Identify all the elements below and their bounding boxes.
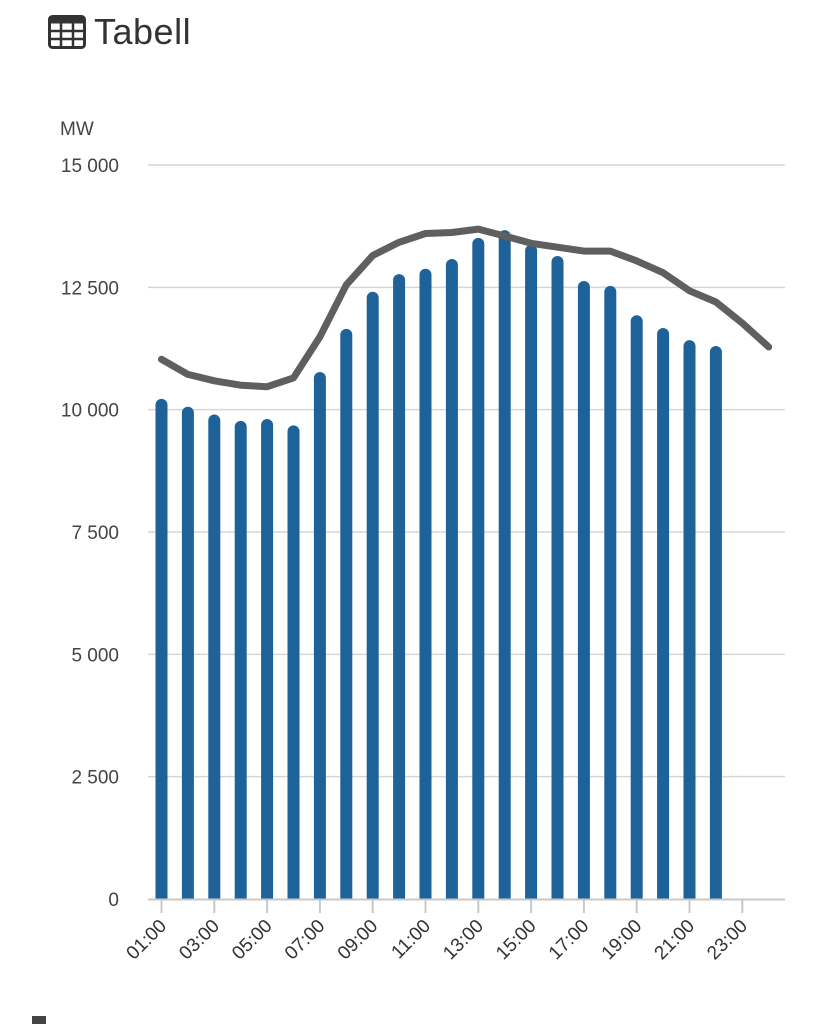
chart-title[interactable]: Tabell: [94, 11, 192, 52]
bar-19:00[interactable]: [630, 315, 643, 899]
bar-14:00[interactable]: [498, 230, 511, 900]
x-tick-label: 19:00: [598, 916, 646, 964]
x-tick-label: 21:00: [651, 916, 699, 964]
y-tick-label: 5 000: [71, 645, 119, 666]
bar-06:00[interactable]: [287, 425, 300, 899]
bar-11:00[interactable]: [419, 268, 432, 900]
line-series: [158, 225, 773, 391]
bar-09:00[interactable]: [366, 291, 379, 900]
bar-13:00[interactable]: [472, 237, 485, 900]
bar-02:00[interactable]: [181, 406, 194, 899]
x-tick-label: 07:00: [281, 916, 329, 964]
x-axis: 01:00 03:00 05:00 07:00 09:00 11:00 13:00 15:00…: [123, 898, 785, 964]
y-tick-label: 0: [108, 890, 119, 911]
bar-18:00[interactable]: [604, 285, 617, 899]
bar-17:00[interactable]: [577, 280, 590, 899]
x-tick-label: 05:00: [228, 916, 276, 964]
x-tick-label: 03:00: [175, 916, 223, 964]
y-tick-label: 7 500: [71, 523, 119, 544]
bar-20:00[interactable]: [657, 327, 670, 899]
bar-01:00[interactable]: [155, 398, 168, 899]
bar-03:00[interactable]: [208, 414, 221, 899]
table-icon[interactable]: [48, 15, 86, 49]
bar-22:00[interactable]: [709, 346, 722, 899]
bar-05:00[interactable]: [261, 418, 274, 899]
x-tick-label: 09:00: [334, 916, 382, 964]
y-tick-label: 12 500: [61, 278, 119, 299]
bar-07:00[interactable]: [313, 371, 326, 899]
y-axis-ticks: 0 2 500 5 000 7 500 10 000 12 500 15 000: [61, 156, 119, 911]
x-tick-label: 13:00: [439, 916, 487, 964]
x-tick-label: 01:00: [123, 916, 171, 964]
bar-04:00[interactable]: [234, 420, 247, 899]
bar-08:00[interactable]: [340, 328, 353, 899]
y-tick-label: 15 000: [61, 156, 119, 177]
bar-10:00[interactable]: [393, 274, 406, 899]
x-tick-label: 23:00: [703, 916, 751, 964]
bar-21:00[interactable]: [683, 340, 696, 899]
y-tick-label: 2 500: [71, 768, 119, 789]
scroll-indicator: [32, 1016, 46, 1024]
y-tick-label: 10 000: [61, 401, 119, 422]
chart-header: Tabell: [48, 8, 191, 56]
x-tick-label: 15:00: [492, 916, 540, 964]
bar-15:00[interactable]: [525, 244, 538, 899]
forecast-line[interactable]: [158, 225, 773, 391]
bar-16:00[interactable]: [551, 256, 564, 899]
bar-series: [155, 230, 722, 900]
x-tick-label: 17:00: [545, 916, 593, 964]
bar-12:00[interactable]: [445, 258, 458, 899]
x-tick-label: 11:00: [388, 916, 435, 963]
y-axis-unit-label: MW: [60, 119, 94, 140]
